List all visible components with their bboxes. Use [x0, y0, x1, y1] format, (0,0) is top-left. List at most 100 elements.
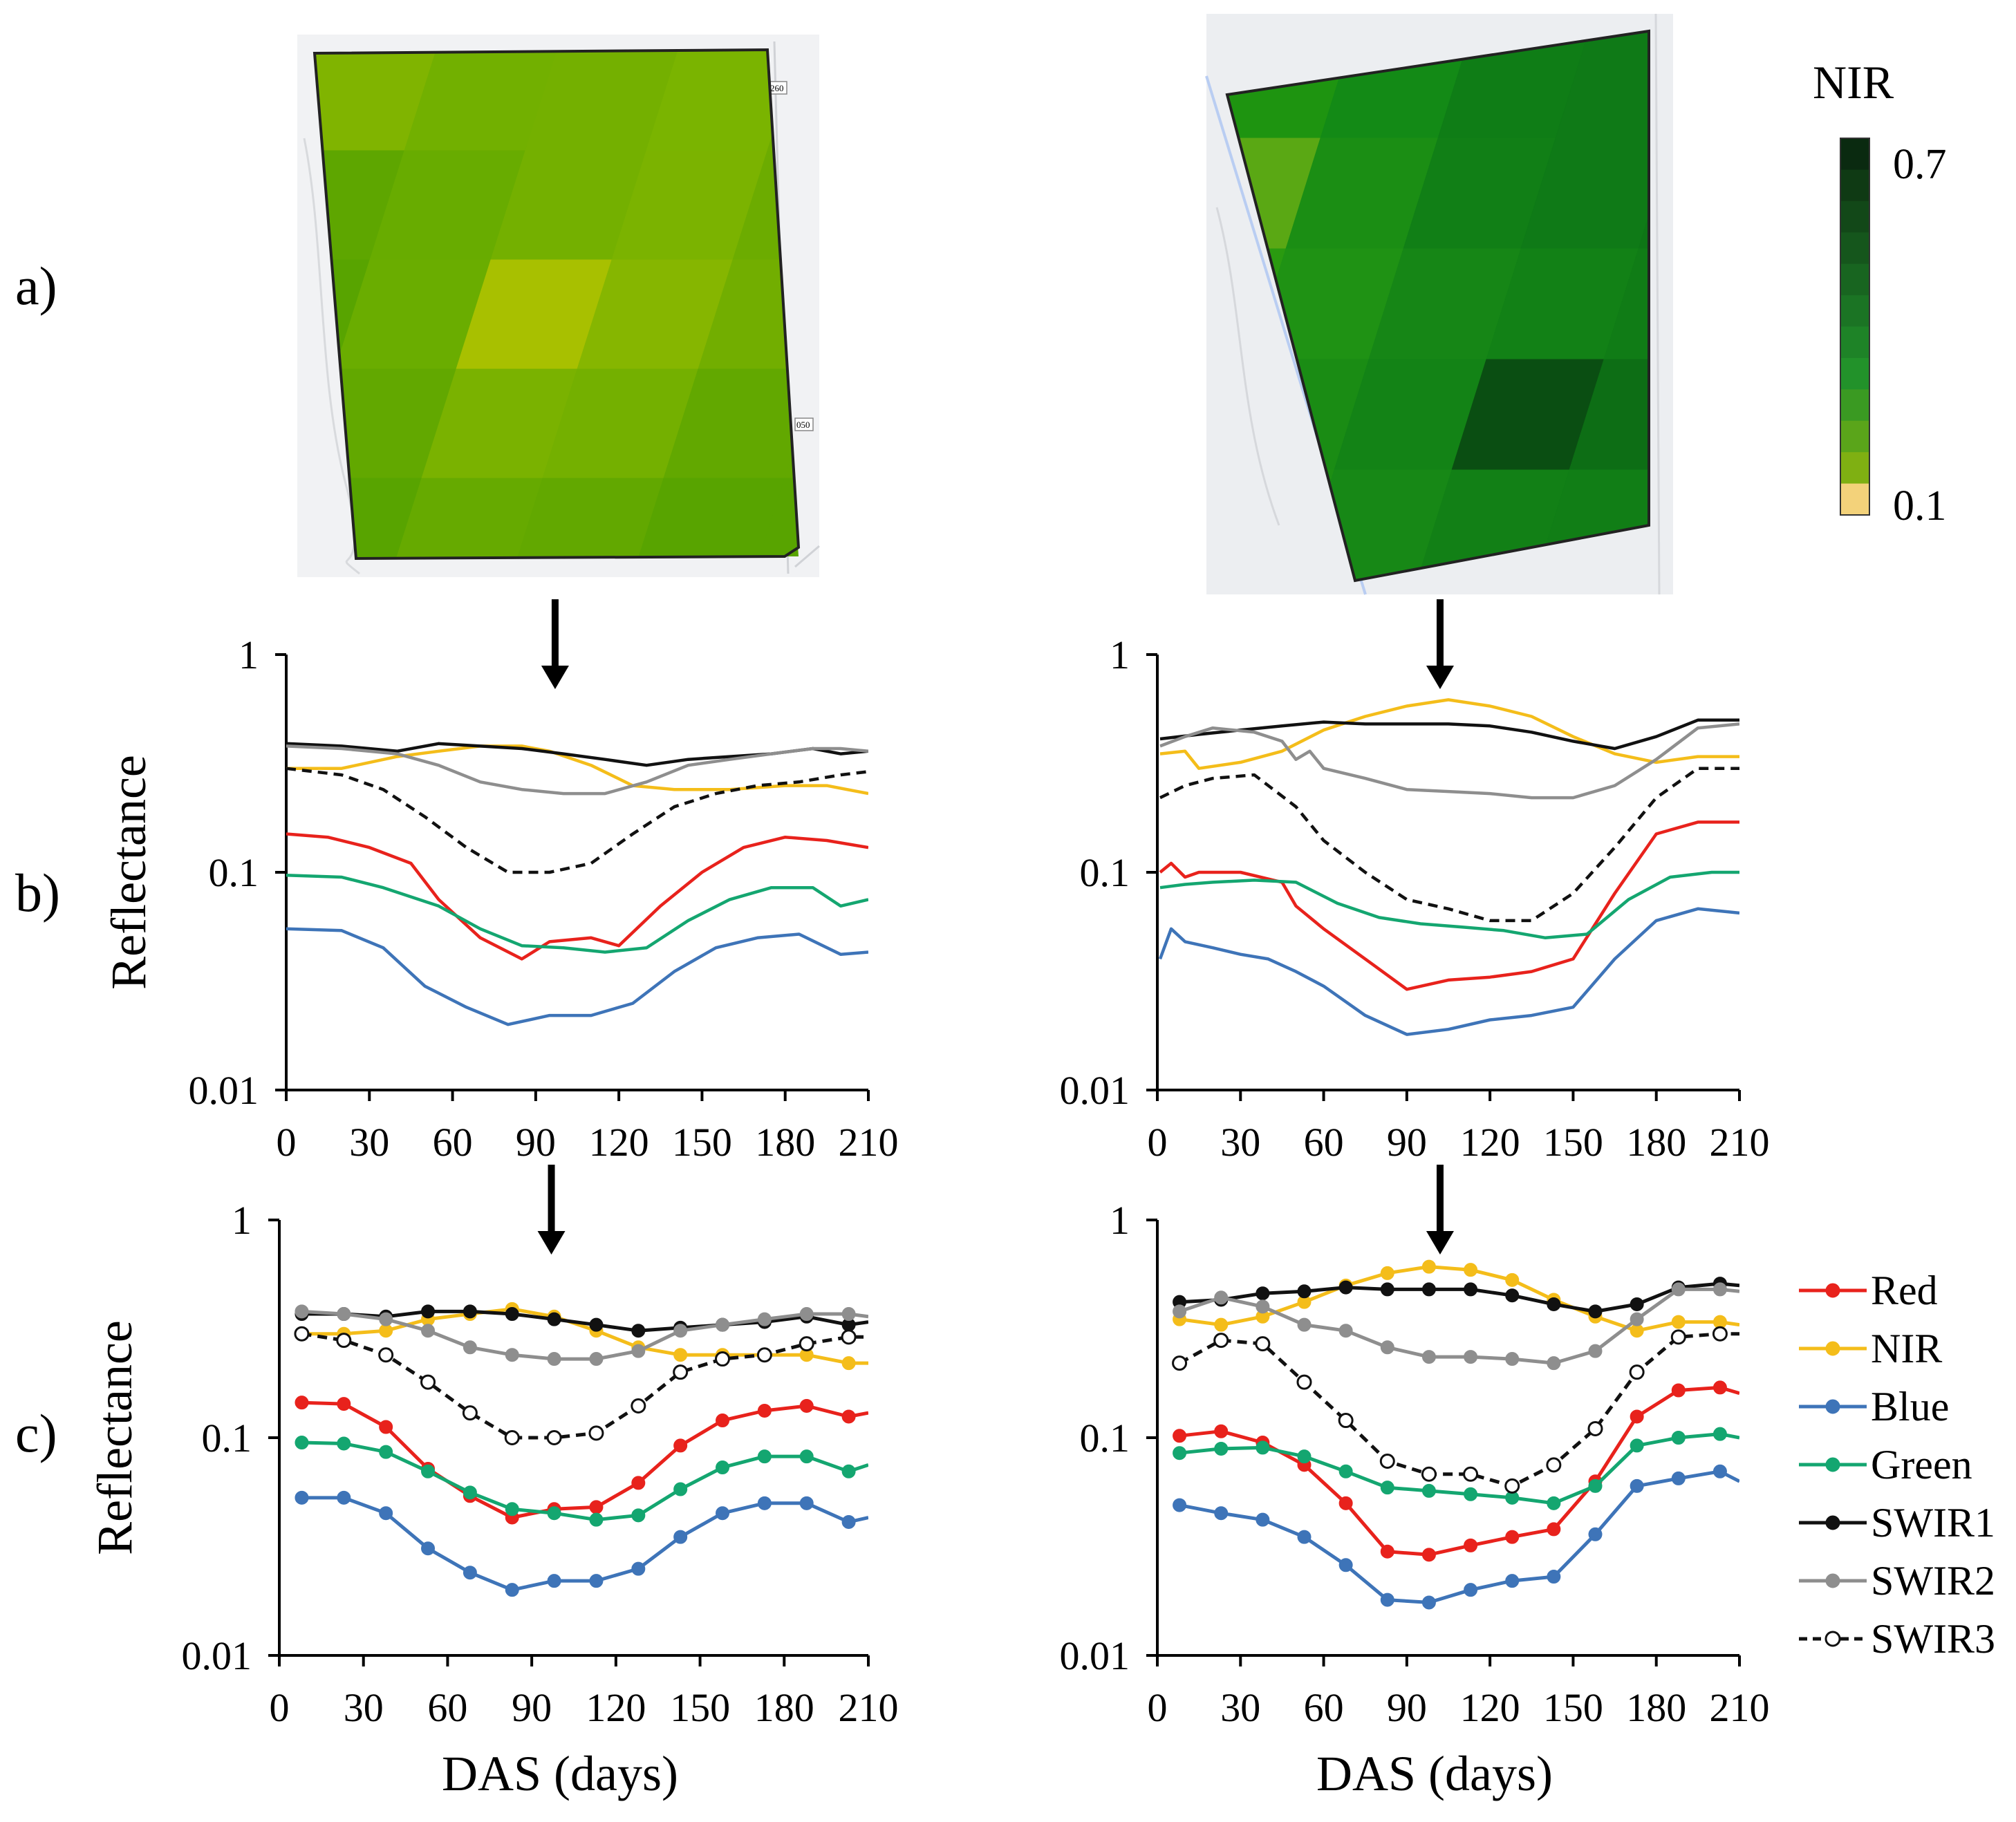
x-axis-label: DAS (days)	[1316, 1746, 1553, 1801]
map-left-pixel	[716, 588, 871, 697]
y-axis-label: Reflectance	[101, 755, 156, 990]
data-point-green	[1173, 1446, 1187, 1461]
data-point-blue	[505, 1583, 519, 1597]
data-point-green	[1630, 1438, 1644, 1453]
data-point-blue	[1505, 1574, 1520, 1588]
map-left-pixel	[315, 50, 319, 151]
map-left-pixel	[698, 259, 799, 370]
data-point-swir3	[504, 1430, 520, 1445]
data-point-swir3	[1504, 1478, 1520, 1494]
data-point-red	[1464, 1538, 1478, 1552]
colorbar-swatch	[1840, 138, 1869, 170]
colorbar-min-label: 0.1	[1893, 482, 1947, 529]
y-tick-label: 1	[1110, 1198, 1130, 1243]
series-line-red	[286, 832, 868, 961]
map-right-pixel	[1382, 580, 1536, 581]
x-tick-label: 90	[1387, 1120, 1427, 1165]
data-point-swir2	[1214, 1290, 1229, 1305]
series-line-red	[301, 1400, 868, 1519]
y-tick-label: 0.01	[182, 1633, 252, 1678]
data-point-red	[1421, 1548, 1436, 1562]
x-tick-label: 90	[516, 1120, 556, 1165]
chart-c-right: 0 30 60 90 120 150 180 210 1 0.1 0.01 DAS (days)	[1060, 1198, 1770, 1801]
data-point-swir2	[799, 1307, 814, 1322]
arrow-head	[1426, 666, 1454, 689]
data-point-green	[1712, 1427, 1727, 1441]
y-tick-label: 0.1	[202, 1416, 252, 1461]
map-left-pixel	[353, 588, 508, 697]
x-tick-label: 60	[433, 1120, 473, 1165]
data-point-nir	[1464, 1263, 1478, 1277]
data-point-swir3	[1463, 1466, 1479, 1482]
data-point-swir3	[588, 1425, 604, 1441]
x-tick-label: 90	[1387, 1685, 1427, 1730]
data-point-green	[673, 1482, 688, 1496]
map-right-pixel	[1617, 580, 1649, 581]
data-point-swir2	[1256, 1299, 1270, 1314]
data-point-green	[337, 1436, 351, 1451]
data-point-swir2	[757, 1312, 772, 1326]
data-point-blue	[463, 1566, 477, 1580]
data-point-swir1	[589, 1317, 604, 1332]
legend-label-nir: NIR	[1871, 1326, 1942, 1371]
map-left-road	[303, 138, 360, 575]
data-point-red	[295, 1396, 309, 1410]
x-tick-label: 0	[1148, 1120, 1168, 1165]
map-left-pixel	[802, 0, 958, 41]
x-tick-label: 30	[1220, 1685, 1260, 1730]
series-line-swir1	[1159, 718, 1739, 751]
legend-marker-blue	[1825, 1399, 1840, 1414]
x-tick-label: 150	[1543, 1120, 1603, 1165]
data-point-blue	[421, 1541, 436, 1556]
colorbar-swatch	[1840, 452, 1869, 485]
colorbar-swatch	[1840, 263, 1869, 296]
map-right-pixel	[1065, 470, 1217, 581]
map-right-pixel	[1500, 580, 1649, 581]
y-tick-label: 1	[1110, 632, 1130, 677]
series-line-blue	[286, 927, 868, 1026]
colorbar-swatch	[1840, 326, 1869, 359]
data-point-blue	[799, 1496, 814, 1510]
colorbar-title: NIR	[1813, 56, 1894, 109]
map-right-pixel	[1825, 0, 1977, 28]
data-point-swir1	[547, 1312, 561, 1326]
data-point-red	[589, 1500, 604, 1514]
legend-marker-swir1	[1825, 1515, 1840, 1530]
series-line-green	[1159, 870, 1739, 940]
data-point-swir1	[1297, 1284, 1312, 1299]
map-right-pixel	[1030, 581, 1182, 691]
data-point-swir1	[505, 1307, 519, 1322]
data-point-blue	[716, 1506, 730, 1521]
plot-area	[1158, 698, 1739, 1036]
data-point-red	[1338, 1496, 1353, 1510]
data-point-swir3	[1712, 1326, 1728, 1342]
data-point-swir2	[841, 1307, 856, 1322]
data-point-swir3	[1421, 1466, 1437, 1482]
x-tick-label: 120	[1460, 1120, 1520, 1165]
data-point-swir3	[756, 1347, 772, 1363]
x-tick-label: 150	[670, 1685, 730, 1730]
data-point-swir3	[462, 1405, 478, 1421]
data-point-green	[589, 1512, 604, 1527]
panel-label-a: a)	[15, 256, 57, 316]
data-point-swir2	[1547, 1356, 1561, 1371]
data-point-swir2	[379, 1312, 393, 1326]
data-point-swir3	[1338, 1413, 1354, 1429]
data-point-blue	[1712, 1464, 1727, 1478]
x-tick-label: 150	[1543, 1685, 1603, 1730]
map-left-pixel	[854, 151, 1009, 260]
x-tick-label: 210	[839, 1120, 899, 1165]
data-point-nir	[673, 1348, 688, 1362]
data-point-swir3	[1629, 1364, 1645, 1380]
map-left-pixel	[732, 150, 799, 261]
legend-marker-red	[1825, 1283, 1840, 1298]
data-point-green	[631, 1508, 646, 1523]
data-point-green	[841, 1464, 856, 1478]
data-point-nir	[1421, 1259, 1436, 1274]
data-point-swir3	[1255, 1336, 1271, 1352]
data-point-blue	[379, 1506, 393, 1521]
map-left-pixel	[24, 478, 180, 588]
data-point-nir	[1214, 1317, 1229, 1332]
map-right-pixel	[1227, 580, 1300, 581]
y-tick-label: 0.1	[1080, 1416, 1130, 1461]
